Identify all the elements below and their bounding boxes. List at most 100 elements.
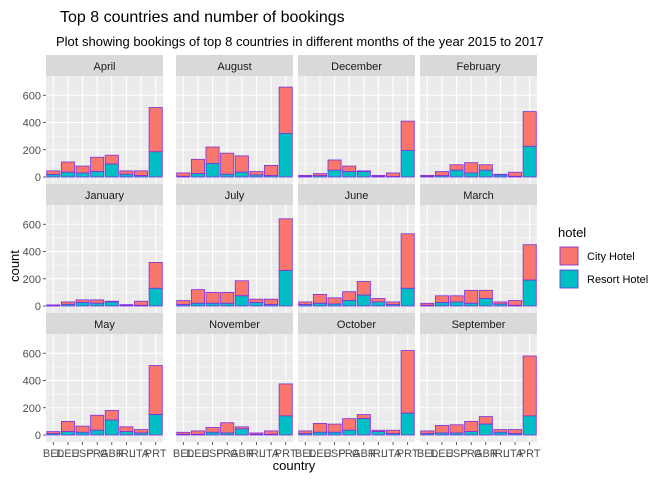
bar-resort-deu: [434, 432, 449, 436]
facet-strip-label: March: [463, 190, 494, 202]
y-tick-label: 600: [23, 348, 41, 360]
legend: hotel City Hotel Resort Hotel: [558, 225, 648, 289]
y-tick-label: 400: [23, 376, 41, 388]
bar-resort-deu: [60, 171, 75, 178]
facet-august: August: [176, 55, 293, 184]
facet-strip-label: November: [209, 319, 260, 331]
facet-strip: [420, 313, 537, 334]
bar-city-fra: [464, 162, 479, 174]
bar-resort-ita: [264, 175, 279, 178]
bar-city-ita: [386, 429, 401, 435]
x-tick-label: PRT: [145, 448, 167, 460]
bar-resort-deu: [60, 431, 75, 436]
x-tick-label: FRA: [338, 448, 361, 460]
bar-city-irl: [493, 429, 508, 433]
bar-city-fra: [464, 289, 479, 304]
bar-resort-irl: [371, 431, 386, 436]
facet-strip-label: April: [93, 61, 115, 73]
bar-city-gbr: [356, 281, 371, 296]
bar-resort-bel: [46, 174, 61, 178]
x-tick-label: FRA: [86, 448, 109, 460]
bar-resort-ita: [386, 304, 401, 307]
facet-december: December: [298, 55, 415, 184]
bar-city-esp: [205, 146, 220, 164]
bar-resort-esp: [327, 303, 342, 307]
bar-resort-prt: [400, 287, 415, 307]
bar-resort-deu: [190, 433, 205, 436]
x-tick-label: ESP: [202, 448, 224, 460]
bar-city-bel: [176, 300, 191, 306]
bar-resort-irl: [493, 431, 508, 436]
bar-resort-prt: [148, 151, 163, 178]
x-tick-label: BEL: [417, 448, 438, 460]
bar-resort-fra: [342, 429, 357, 436]
bar-resort-deu: [190, 302, 205, 307]
bar-resort-prt: [522, 145, 537, 178]
x-tick-label: ESP: [72, 448, 94, 460]
bar-resort-gbr: [234, 428, 249, 436]
bar-resort-prt: [278, 133, 293, 178]
bar-city-prt: [278, 218, 293, 271]
facet-strip: [298, 313, 415, 334]
bar-resort-fra: [220, 432, 235, 436]
bar-city-fra: [342, 291, 357, 301]
bar-city-esp: [75, 425, 90, 433]
bar-city-ita: [508, 429, 523, 435]
x-tick-label: GBR: [100, 448, 124, 460]
bar-resort-ita: [264, 304, 279, 307]
bar-city-prt: [400, 120, 415, 151]
bar-city-fra: [464, 420, 479, 432]
facet-march: March: [420, 184, 537, 313]
bar-city-esp: [327, 423, 342, 433]
legend-key-city-hotel: [559, 246, 579, 266]
bar-city-prt: [522, 111, 537, 147]
bar-city-esp: [205, 427, 220, 433]
bar-city-bel: [46, 170, 61, 175]
facet-strip-label: February: [456, 61, 501, 73]
bar-city-ita: [264, 165, 279, 177]
facet-grid: April 0 200 400 600 August December February Jan…: [23, 55, 541, 460]
facet-strip: [176, 313, 293, 334]
legend-key-resort-hotel: [559, 269, 579, 289]
x-tick-label: GBR: [474, 448, 498, 460]
bar-city-ita: [386, 301, 401, 306]
bar-city-ita: [134, 170, 149, 177]
bar-city-bel: [420, 430, 435, 435]
bar-resort-esp: [327, 431, 342, 436]
bar-resort-irl: [371, 175, 386, 178]
x-tick-label: BEL: [173, 448, 194, 460]
y-tick-label: 200: [23, 145, 41, 157]
bar-city-ita: [264, 430, 279, 435]
bar-resort-fra: [464, 302, 479, 307]
bar-resort-prt: [522, 415, 537, 436]
bar-resort-deu: [312, 175, 327, 178]
bar-city-esp: [449, 295, 464, 303]
bar-city-gbr: [356, 414, 371, 420]
bar-city-fra: [342, 165, 357, 172]
bar-city-esp: [449, 424, 464, 434]
x-tick-label: DEU: [430, 448, 453, 460]
facet-strip: [176, 55, 293, 76]
bar-city-fra: [90, 299, 105, 304]
bar-city-ita: [264, 298, 279, 306]
bar-city-esp: [327, 159, 342, 171]
facet-june: June: [298, 184, 415, 313]
x-tick-label: DEU: [186, 448, 209, 460]
bar-city-bel: [298, 301, 313, 306]
bar-city-gbr: [104, 410, 119, 421]
bar-city-fra: [342, 418, 357, 431]
x-tick-label: IRL: [118, 448, 135, 460]
facet-strip-label: August: [217, 61, 251, 73]
bar-resort-gbr: [478, 169, 493, 178]
bar-resort-prt: [400, 150, 415, 178]
bar-resort-gbr: [104, 163, 119, 178]
bar-city-irl: [249, 298, 264, 303]
bar-resort-fra: [464, 431, 479, 436]
bar-city-gbr: [104, 154, 119, 165]
facet-strip: [298, 55, 415, 76]
bar-resort-ita: [134, 432, 149, 436]
bar-city-fra: [220, 422, 235, 434]
bar-city-esp: [327, 297, 342, 305]
bar-city-gbr: [478, 416, 493, 425]
